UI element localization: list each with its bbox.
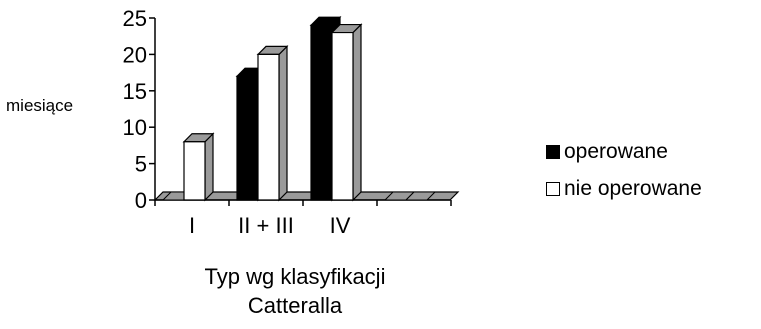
bar-nie-operowane-2 bbox=[330, 23, 363, 202]
y-tick-label-15: 15 bbox=[123, 79, 147, 104]
legend-swatch-operowane bbox=[546, 144, 560, 159]
bar-nie-operowane-3 bbox=[404, 191, 437, 201]
x-tick-label-0: I bbox=[189, 213, 195, 238]
x-axis-label-line-1: Typ wg klasyfikacji bbox=[204, 264, 386, 289]
y-tick-label-0: 0 bbox=[135, 188, 147, 213]
x-tick-label-1: II + III bbox=[238, 213, 294, 238]
legend-item-nie-operowane: nie operowane bbox=[546, 170, 702, 207]
legend-item-operowane: operowane bbox=[546, 133, 702, 170]
bar-nie-operowane-1 bbox=[256, 44, 289, 202]
legend-swatch-nie-operowane bbox=[546, 181, 560, 196]
x-axis-label: Typ wg klasyfikacji Catteralla bbox=[160, 262, 430, 320]
legend: operowane nie operowane bbox=[546, 133, 702, 207]
legend-label-nie-operowane: nie operowane bbox=[564, 176, 702, 200]
x-axis-label-line-2: Catteralla bbox=[247, 293, 343, 318]
y-tick-label-20: 20 bbox=[123, 42, 147, 67]
y-axis-label: miesiące bbox=[6, 96, 74, 115]
x-tick-label-2: IV bbox=[330, 213, 351, 238]
y-tick-label-25: 25 bbox=[123, 6, 147, 31]
y-tick-label-10: 10 bbox=[123, 115, 147, 140]
legend-label-operowane: operowane bbox=[564, 139, 668, 163]
bar-nie-operowane-0 bbox=[182, 132, 215, 202]
y-tick-label-5: 5 bbox=[135, 152, 147, 177]
